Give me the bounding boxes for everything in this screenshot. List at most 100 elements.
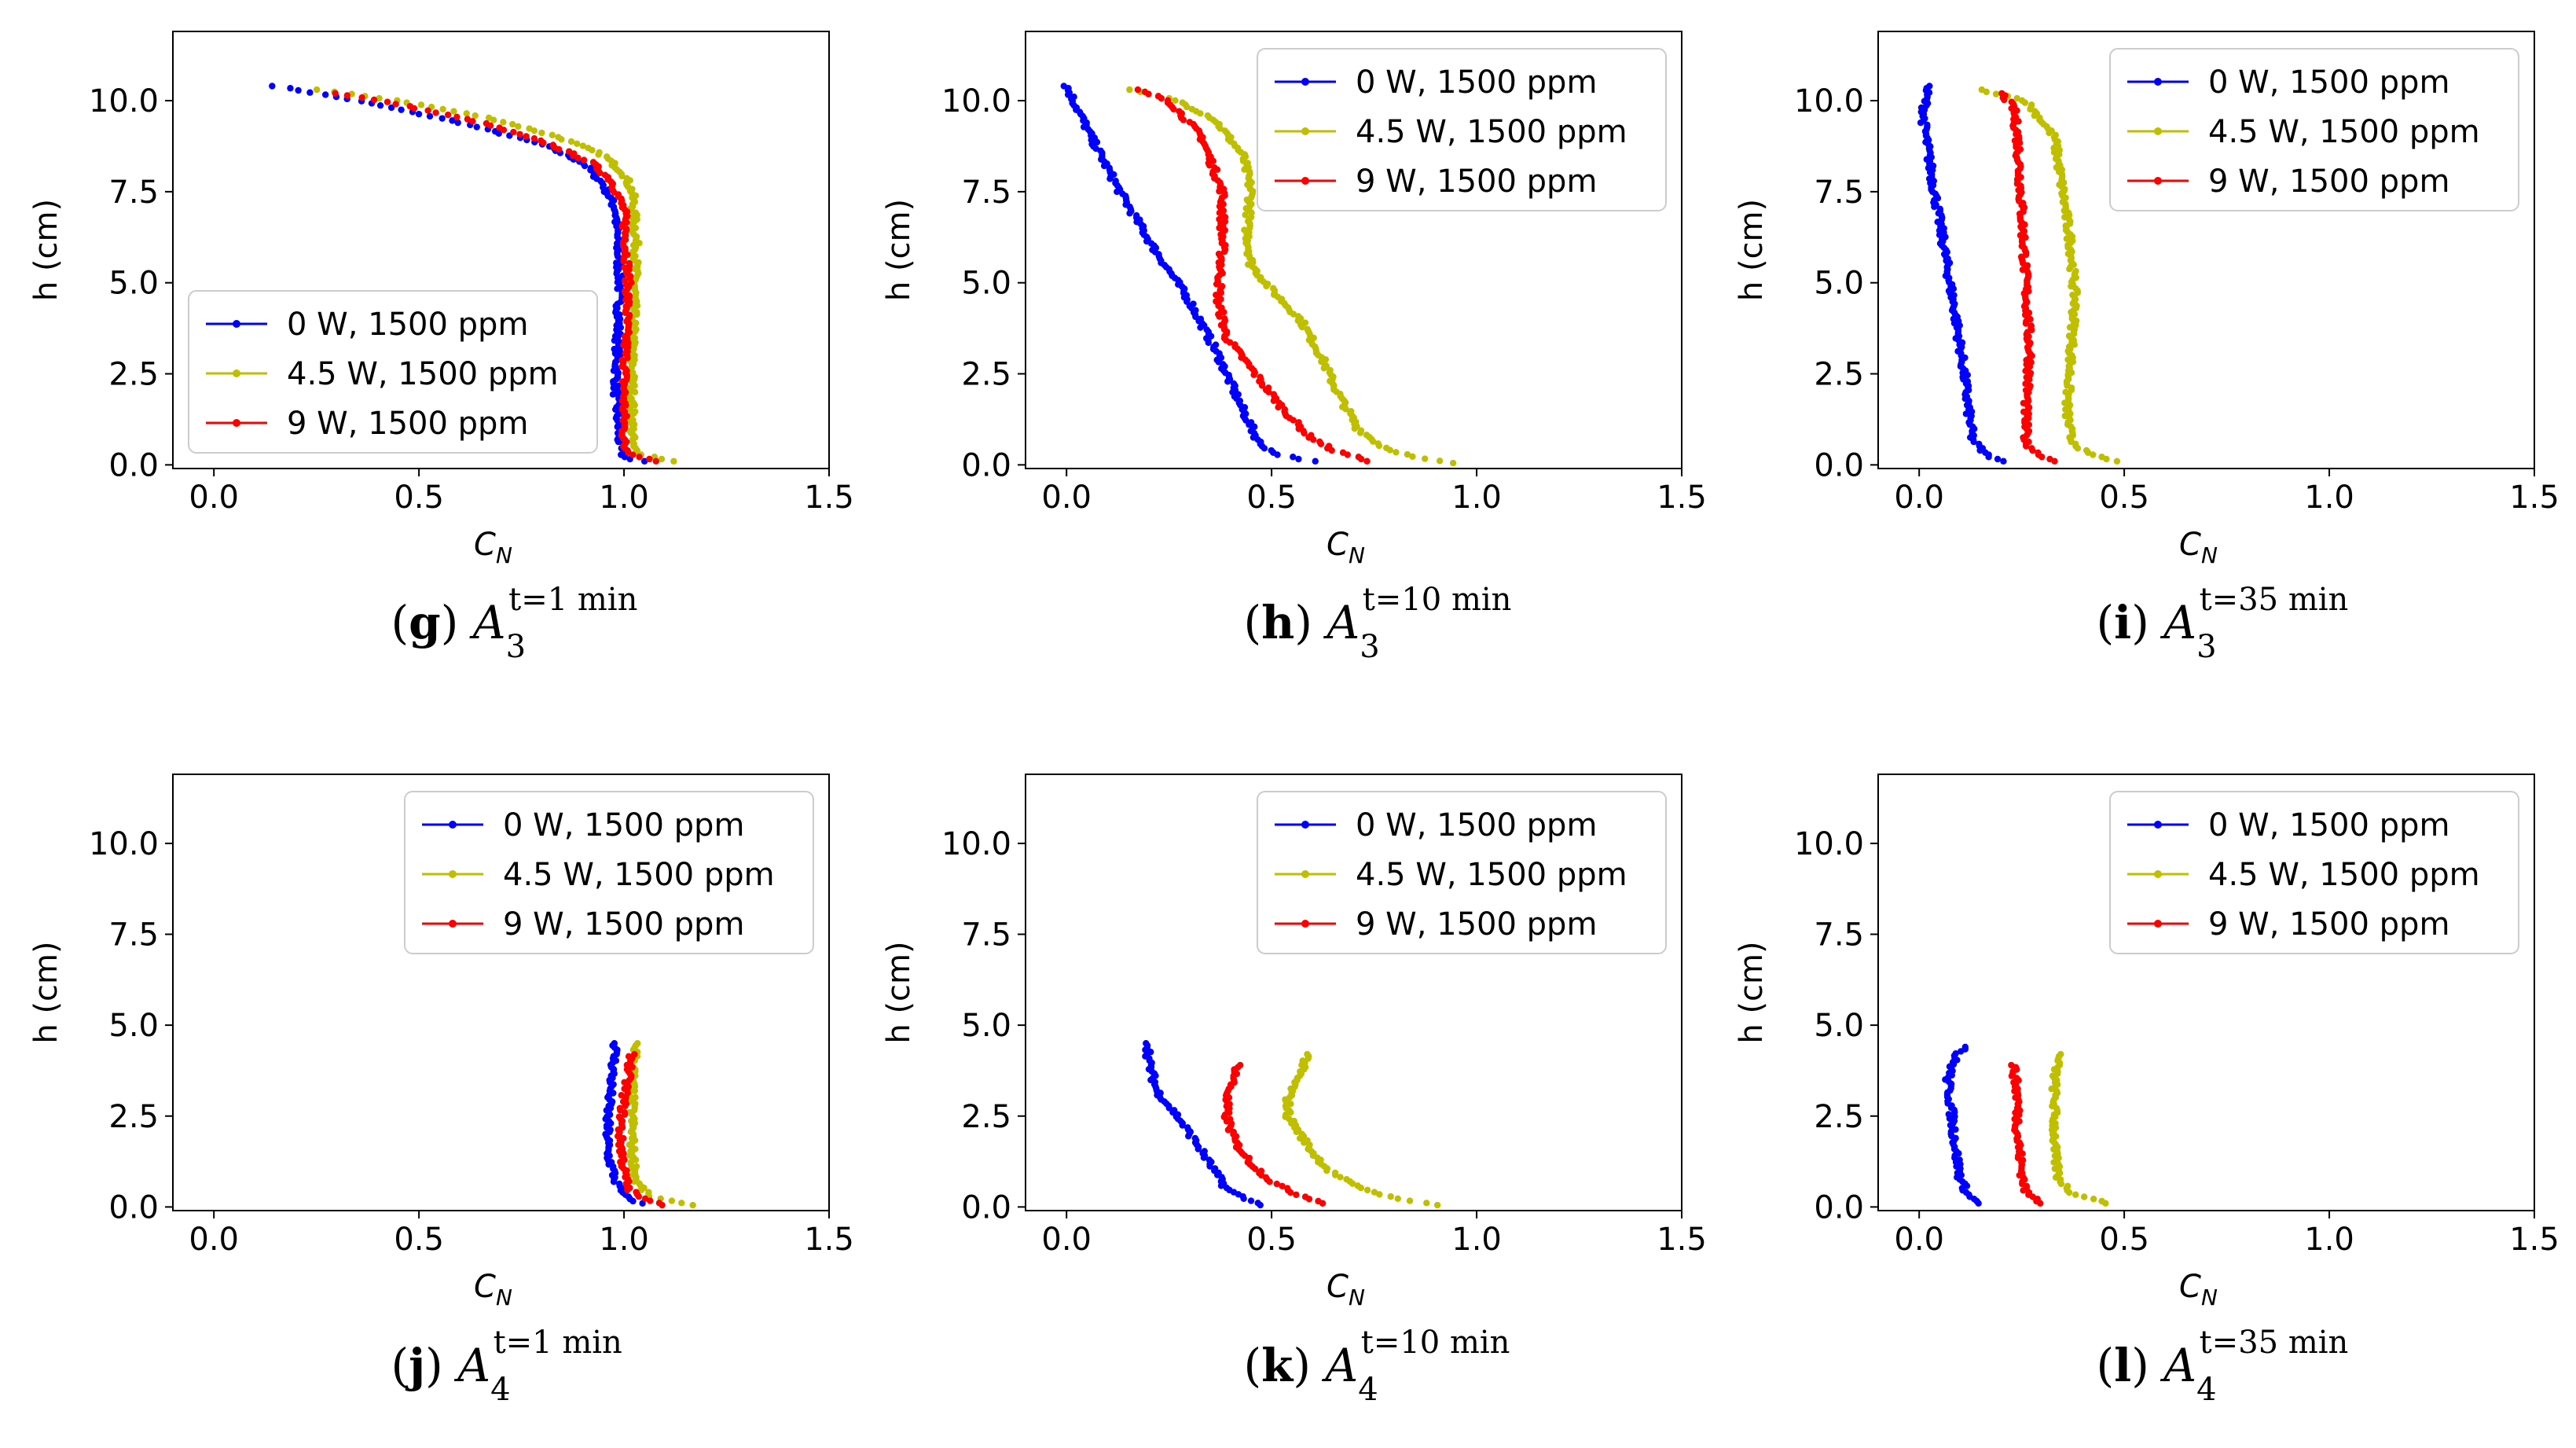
data-point: [1185, 1133, 1192, 1140]
legend-marker: [233, 369, 240, 377]
data-point: [2102, 1200, 2109, 1207]
caption-superscript: t=1 min: [508, 582, 637, 618]
data-point: [2037, 1200, 2044, 1207]
data-point: [464, 116, 472, 123]
caption-subscript: 4: [2196, 1372, 2216, 1408]
data-point: [2090, 1196, 2097, 1203]
x-axis-label-sub: N: [496, 1284, 512, 1310]
legend-label: 4.5 W, 1500 ppm: [287, 356, 559, 392]
data-point: [1183, 103, 1191, 111]
caption-letter: i: [2114, 596, 2131, 649]
legend-marker: [1301, 127, 1309, 135]
data-point: [269, 83, 276, 90]
data-point: [306, 89, 314, 96]
legend-frame: [2109, 791, 2519, 954]
data-point: [1317, 440, 1325, 447]
data-point: [2090, 451, 2097, 458]
panel-caption: (j) A4 t=1 min: [391, 1325, 622, 1408]
legend: 0 W, 1500 ppm 4.5 W, 1500 ppm 9 W, 1500 pp…: [404, 791, 814, 954]
axes-frame: [1025, 31, 1682, 469]
x-axis-label-main: C: [1327, 527, 1349, 563]
data-point: [472, 112, 479, 119]
data-point: [376, 101, 384, 109]
x-axis-label: CN: [2179, 1269, 2218, 1310]
caption-close-paren: ): [441, 596, 473, 649]
data-point: [1263, 282, 1270, 290]
data-point: [1224, 1126, 1232, 1134]
legend-label: 0 W, 1500 ppm: [503, 807, 744, 843]
y-tick-label: 7.5: [1814, 175, 1864, 211]
series-2: [2008, 1061, 2044, 1207]
y-axis-label: h (cm): [881, 941, 917, 1043]
data-point: [2001, 96, 2008, 104]
x-tick-label: 0.0: [189, 1222, 239, 1258]
data-point: [463, 110, 470, 117]
x-axis-label-sub: N: [496, 542, 512, 568]
data-point: [635, 1193, 642, 1200]
data-point: [376, 94, 383, 102]
data-point: [313, 86, 321, 94]
y-tick-label: 5.0: [961, 1008, 1011, 1044]
caption-subscript: 4: [1358, 1372, 1378, 1408]
data-point: [1194, 1145, 1202, 1152]
x-axis-label: CN: [1327, 1269, 1365, 1310]
legend-label: 9 W, 1500 ppm: [503, 906, 744, 943]
data-point: [2031, 112, 2038, 119]
data-point: [1363, 458, 1371, 465]
x-tick-label: 0.5: [2099, 1222, 2149, 1258]
data-point: [2023, 443, 2030, 450]
data-point: [2066, 265, 2073, 273]
y-tick-label: 2.5: [1814, 357, 1864, 393]
data-point: [530, 135, 538, 142]
series-2: [1220, 1061, 1327, 1207]
data-point: [424, 107, 431, 114]
y-tick-label: 2.5: [108, 1099, 159, 1135]
data-point: [2065, 1189, 2073, 1196]
data-point: [2057, 1180, 2065, 1188]
legend-marker: [449, 821, 457, 829]
data-point: [678, 1200, 685, 1207]
data-point: [1226, 339, 1234, 346]
caption-open-paren: (: [1244, 596, 1262, 649]
data-point: [1224, 378, 1231, 385]
data-point: [614, 285, 621, 292]
data-point: [574, 140, 581, 148]
panel-caption: (i) A3 t=35 min: [2097, 582, 2349, 665]
caption-subscript: 3: [1360, 629, 1379, 665]
data-point: [1180, 116, 1187, 123]
legend-frame: [1257, 791, 1667, 954]
data-point: [1423, 1200, 1430, 1207]
data-point: [549, 131, 556, 139]
data-point: [1100, 162, 1108, 170]
data-point: [646, 455, 653, 463]
data-point: [2103, 455, 2110, 463]
caption-symbol: A: [453, 1339, 490, 1392]
data-point: [358, 94, 365, 101]
data-point: [1172, 97, 1179, 105]
legend-label: 0 W, 1500 ppm: [287, 307, 528, 343]
data-point: [1406, 1197, 1414, 1204]
data-point: [631, 1087, 638, 1094]
data-point: [439, 105, 446, 113]
y-tick-label: 5.0: [1814, 266, 1864, 302]
y-tick-label: 0.0: [961, 447, 1011, 483]
x-axis-label-sub: N: [1349, 542, 1365, 568]
x-axis-label-main: C: [1327, 1269, 1349, 1305]
data-point: [580, 156, 588, 164]
y-tick-label: 10.0: [89, 83, 159, 119]
data-point: [581, 162, 589, 170]
data-point: [658, 455, 666, 463]
caption-letter: g: [409, 596, 441, 649]
series-1: [1282, 1050, 1441, 1209]
data-point: [1241, 166, 1248, 173]
legend-marker: [233, 419, 240, 427]
y-axis-label: h (cm): [1734, 199, 1770, 301]
x-tick-label: 0.0: [1041, 480, 1092, 516]
caption-open-paren: (: [391, 596, 409, 649]
data-point: [1293, 1128, 1300, 1136]
data-point: [1205, 162, 1213, 169]
